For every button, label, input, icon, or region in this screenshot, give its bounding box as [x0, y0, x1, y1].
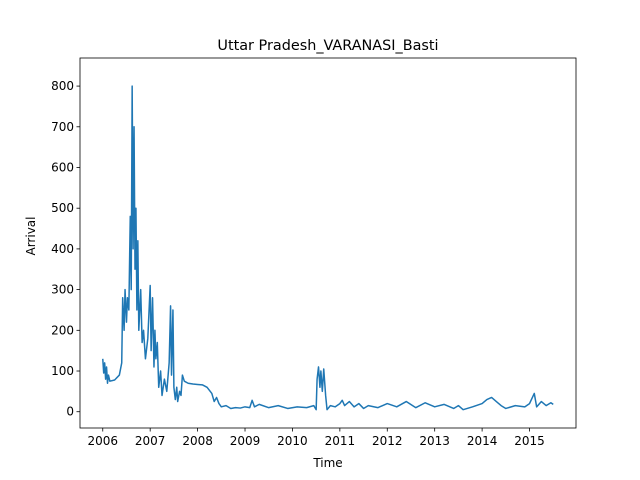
y-tick-label: 100 — [51, 364, 74, 378]
x-tick-label: 2006 — [87, 434, 118, 448]
plot-frame — [79, 57, 577, 429]
x-tick-label: 2009 — [230, 434, 261, 448]
x-tick-label: 2008 — [182, 434, 213, 448]
y-tick-label: 0 — [66, 405, 74, 419]
x-tick-label: 2015 — [514, 434, 545, 448]
y-tick-label: 600 — [51, 160, 74, 174]
y-tick-label: 700 — [51, 120, 74, 134]
y-tick-label: 200 — [51, 323, 74, 337]
data-line — [102, 85, 554, 411]
y-tick-label: 400 — [51, 242, 74, 256]
x-axis-label: Time — [312, 456, 342, 470]
x-tick-label: 2011 — [325, 434, 356, 448]
y-tick-label: 300 — [51, 283, 74, 297]
x-tick-label: 2013 — [419, 434, 450, 448]
x-tick-label: 2007 — [135, 434, 166, 448]
y-tick-label: 800 — [51, 79, 74, 93]
x-tick-label: 2014 — [467, 434, 498, 448]
x-tick-label: 2012 — [372, 434, 403, 448]
y-tick-label: 500 — [51, 201, 74, 215]
chart-title: Uttar Pradesh_VARANASI_Basti — [217, 38, 438, 54]
y-axis-label: Arrival — [24, 217, 38, 256]
x-tick-label: 2010 — [277, 434, 308, 448]
